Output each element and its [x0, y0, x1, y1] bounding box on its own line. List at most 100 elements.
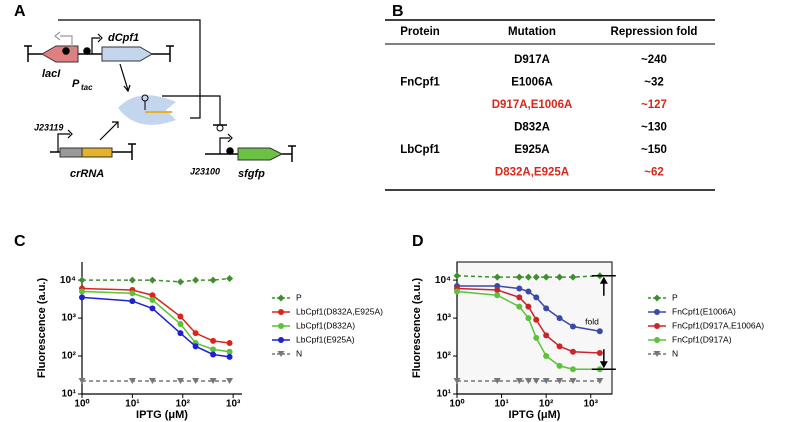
marker [515, 378, 523, 385]
legend-marker [654, 337, 660, 343]
legend-marker [277, 294, 285, 302]
table-header: Repression fold [611, 26, 698, 38]
legend-label: FnCpf1(E1006A) [672, 306, 736, 316]
table-cell: ~240 [641, 54, 667, 66]
promoter-subscript: tac [81, 83, 93, 92]
marker [532, 378, 540, 385]
marker [226, 348, 233, 355]
marker [176, 378, 184, 385]
table-body: D917A ~240 E1006A ~32 D917A,E1006A ~127 FnCpf1… [400, 54, 667, 179]
legend-label: FnCpf1(D917A) [672, 334, 732, 344]
x-tick-label: 10¹ [494, 399, 509, 410]
genetic-circuit [24, 19, 296, 162]
marker [192, 343, 199, 350]
table-cell: D917A,E1006A [492, 99, 573, 111]
plot-area [456, 261, 613, 395]
x-tick-label: 10¹ [125, 399, 140, 410]
x-tick-label: 10³ [584, 399, 599, 410]
marker [177, 313, 184, 320]
marker [453, 272, 461, 280]
legend-label: FnCpf1(D917A,E1006A) [672, 320, 764, 330]
marker [78, 378, 86, 385]
y-tick-label: 10³ [437, 313, 452, 324]
marker [177, 330, 184, 337]
y-tick-label: 10¹ [437, 389, 452, 400]
table-cell: ~127 [641, 99, 667, 111]
marker [79, 294, 85, 301]
marker [494, 292, 501, 299]
y-tick-label: 10⁴ [435, 275, 451, 286]
table-cell: ~150 [641, 144, 667, 156]
legend-marker [654, 309, 660, 315]
marker [226, 275, 234, 283]
legend-marker [653, 351, 661, 357]
marker [524, 273, 532, 281]
table-cell: E1006A [511, 77, 553, 89]
table-cell: ~62 [644, 167, 664, 179]
marker [149, 292, 156, 299]
legend-marker [278, 323, 284, 329]
marker [543, 332, 550, 339]
marker [128, 276, 136, 284]
legend-label: P [296, 292, 302, 302]
panel-label: B [392, 3, 404, 20]
marker [226, 340, 233, 347]
marker [596, 328, 603, 335]
marker [556, 273, 564, 281]
y-tick-label: 10⁴ [60, 275, 76, 286]
x-tick-label: 10² [539, 399, 554, 410]
marker [129, 290, 136, 297]
marker [543, 305, 550, 312]
x-tick-label: 10⁰ [449, 399, 464, 410]
marker [177, 320, 184, 327]
series-line [81, 290, 230, 353]
table-cell: D917A [514, 54, 550, 66]
marker [209, 378, 217, 385]
marker [556, 343, 563, 350]
marker [494, 286, 501, 293]
marker [493, 378, 501, 385]
marker [569, 323, 576, 330]
marker [516, 294, 523, 301]
marker [542, 273, 550, 281]
x-axis-title: IPTG (μM) [136, 409, 188, 421]
marker [192, 276, 200, 284]
marker [533, 316, 540, 323]
table-cell: D832A [514, 122, 550, 134]
marker [209, 276, 217, 284]
legend-label: LbCpf1(D832A,E925A) [296, 306, 383, 316]
panel-label: C [14, 233, 26, 250]
marker [516, 285, 523, 292]
marker [226, 378, 234, 385]
legend-marker [654, 323, 660, 329]
marker [79, 288, 85, 295]
marker [569, 378, 577, 385]
marker [543, 353, 550, 360]
marker [149, 305, 156, 312]
marker [129, 298, 136, 305]
legend-label: P [672, 292, 678, 302]
marker [493, 273, 501, 281]
table-header: Mutation [508, 26, 556, 38]
marker [569, 273, 577, 281]
marker [569, 348, 576, 355]
promoter-label: J23119 [34, 122, 63, 132]
marker [148, 378, 156, 385]
promoter-label: J23100 [190, 166, 220, 176]
marker [516, 303, 523, 310]
y-tick-label: 10² [437, 351, 452, 362]
panel-label: A [14, 3, 26, 20]
marker [525, 315, 532, 322]
x-tick-label: 10² [176, 399, 191, 410]
marker [192, 330, 199, 337]
annotation: fold [585, 317, 599, 327]
legend-label: N [296, 348, 302, 358]
marker [596, 350, 603, 357]
marker [454, 288, 460, 295]
y-axis-title: Fluorescence (a.u.) [36, 278, 48, 379]
table-cell: FnCpf1 [400, 77, 440, 89]
